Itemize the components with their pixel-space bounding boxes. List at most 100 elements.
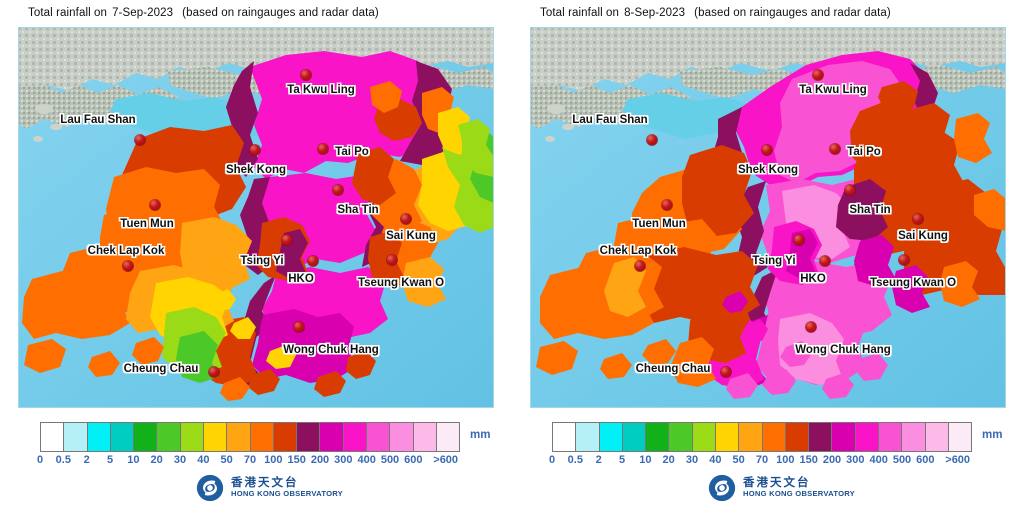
station-pin-lau-fau-shan[interactable] [134,134,146,146]
legend-unit-right: mm [982,429,1003,441]
legend-tick-12: 200 [822,454,842,466]
legend-swatch-8 [227,423,251,451]
legend-swatch-5 [157,423,181,451]
station-pin-shek-kong[interactable] [249,144,261,156]
hko-logo-text: 香港天文台 HONG KONG OBSERVATORY [743,477,855,498]
station-pin-shek-kong[interactable] [761,144,773,156]
station-pin-sai-kung[interactable] [912,213,924,225]
legend-tick-13: 300 [334,454,353,466]
rainfall-map-left-svg [18,27,494,408]
legend-tick-7: 40 [709,454,722,466]
station-pin-tseung-kwan-o[interactable] [386,254,398,266]
station-pin-hko[interactable] [819,255,831,267]
station-pin-tuen-mun[interactable] [149,199,161,211]
panel-title-prefix: Total rainfall on [540,7,620,19]
hko-logo-english: HONG KONG OBSERVATORY [231,489,343,499]
hko-logo-right: 香港天文台 HONG KONG OBSERVATORY [708,474,855,502]
legend-swatch-4 [134,423,158,451]
hko-logo-chinese: 香港天文台 [231,477,299,490]
legend-tick-0: 0 [548,454,556,466]
legend-swatch-9 [762,423,786,451]
rainfall-map-left[interactable]: Lau Fau Shan Ta Kwu Ling Shek Kong Tai Po Tu… [18,27,494,408]
station-pin-tai-po[interactable] [829,143,841,155]
legend-swatch-4 [646,423,670,451]
legend-swatch-15 [902,423,926,451]
legend-swatch-15 [390,423,414,451]
legend-swatch-1 [64,423,88,451]
legend-swatches-left [40,422,460,452]
legend-ticks-right: 0 0.5 2 5 10 20 30 40 50 70 100 150 200 300 400 500 600 >… [548,454,972,472]
legend-swatch-6 [692,423,716,451]
legend-tick-1: 0.5 [567,454,583,466]
legend-right: 0 0.5 2 5 10 20 30 40 50 70 100 150 200 300 400 500 600 >… [548,422,972,472]
legend-swatch-14 [366,423,391,451]
legend-swatch-8 [739,423,763,451]
station-pin-cheung-chau[interactable] [208,366,220,378]
legend-swatch-12 [832,423,856,451]
legend-tick-17: >600 [433,454,459,466]
legend-tick-2: 2 [83,454,90,466]
legend-swatch-16 [413,423,437,451]
legend-tick-15: 500 [892,454,912,466]
legend-swatch-2 [87,423,111,451]
station-pin-chek-lap-kok[interactable] [122,260,134,272]
station-pin-wong-chuk-hang[interactable] [293,321,305,333]
hko-logo-left: 香港天文台 HONG KONG OBSERVATORY [196,474,343,502]
panel-title-right: Total rainfall on 8-Sep-2023 (based on rai… [540,7,891,19]
legend-tick-3: 5 [618,454,626,466]
legend-unit-left: mm [470,429,491,441]
station-pin-tuen-mun[interactable] [661,199,673,211]
station-pin-tai-po[interactable] [317,143,329,155]
station-pin-ta-kwu-ling[interactable] [300,69,312,81]
legend-tick-12: 200 [310,454,330,466]
station-pin-cheung-chau[interactable] [720,366,732,378]
rainfall-contours-left [22,51,494,401]
station-pin-sai-kung[interactable] [400,213,412,225]
legend-tick-11: 150 [287,454,306,466]
legend-swatch-0 [553,423,577,451]
legend-swatch-10 [785,423,810,451]
legend-swatch-9 [250,423,274,451]
legend-tick-6: 30 [685,454,699,466]
station-pin-tsing-yi[interactable] [281,234,293,246]
legend-swatch-0 [41,423,65,451]
hko-logo-chinese: 香港天文台 [743,477,811,490]
panel-title-date: 8-Sep-2023 [624,7,686,19]
legend-left: 0 0.5 2 5 10 20 30 40 50 70 100 150 200 300 400 500 600 >… [37,422,460,472]
legend-swatch-12 [320,423,344,451]
hko-logo-english: HONG KONG OBSERVATORY [743,489,855,499]
legend-swatch-11 [297,423,321,451]
panel-title-source-note: (based on raingauges and radar data) [182,7,379,19]
legend-swatch-6 [180,423,204,451]
station-pin-chek-lap-kok[interactable] [634,260,646,272]
station-pin-tsing-yi[interactable] [793,234,805,246]
rainfall-panel-7-sep: Total rainfall on 7-Sep-2023 (based on rai… [18,7,494,502]
station-pin-sha-tin[interactable] [844,184,856,196]
rainfall-map-right[interactable]: Lau Fau Shan Ta Kwu Ling Shek Kong Tai Po Tu… [530,27,1006,408]
legend-tick-16: 600 [916,454,935,466]
station-pin-lau-fau-shan[interactable] [646,134,658,146]
legend-tick-5: 20 [150,454,163,466]
legend-swatch-17 [436,423,460,451]
station-pin-ta-kwu-ling[interactable] [812,69,824,81]
hko-logo-icon [196,474,224,502]
legend-tick-8: 50 [220,454,233,466]
legend-swatch-2 [599,423,623,451]
legend-swatches-right [552,422,972,452]
legend-tick-2: 2 [595,454,602,466]
legend-swatch-11 [809,423,833,451]
legend-swatch-14 [878,423,903,451]
station-pin-hko[interactable] [307,255,319,267]
panel-title-prefix: Total rainfall on [28,7,108,19]
legend-swatch-1 [576,423,600,451]
legend-tick-14: 400 [357,454,376,466]
legend-tick-9: 70 [243,454,257,466]
rainfall-map-right-svg [530,27,1006,408]
legend-swatch-13 [855,423,879,451]
legend-tick-13: 300 [846,454,865,466]
station-pin-tseung-kwan-o[interactable] [898,254,910,266]
legend-swatch-13 [343,423,367,451]
hko-logo-text: 香港天文台 HONG KONG OBSERVATORY [231,477,343,498]
station-pin-sha-tin[interactable] [332,184,344,196]
station-pin-wong-chuk-hang[interactable] [805,321,817,333]
